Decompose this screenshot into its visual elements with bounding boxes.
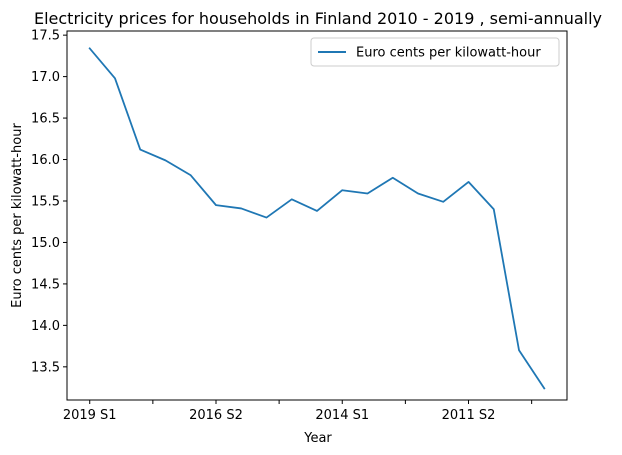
y-tick-label: 14.5 xyxy=(31,277,60,292)
x-axis-label: Year xyxy=(303,431,332,446)
y-axis-ticks: 13.5 14.0 14.5 15.0 15.5 16.0 16.5 17.0 17.5 xyxy=(31,29,67,375)
legend-box xyxy=(310,37,560,67)
x-tick-label: 2016 S2 xyxy=(189,408,243,423)
data-point xyxy=(139,148,141,150)
x-axis-ticks: 2019 S1 2016 S2 2014 S1 2011 S2 xyxy=(63,400,533,423)
data-point xyxy=(392,177,394,179)
data-point xyxy=(164,159,166,161)
y-tick-label: 13.5 xyxy=(31,360,60,375)
data-point xyxy=(215,204,217,206)
y-axis-label: Euro cents per kilowatt-hour xyxy=(10,123,25,308)
y-tick-label: 14.0 xyxy=(31,319,60,334)
y-tick-label: 16.5 xyxy=(31,112,60,127)
data-point xyxy=(190,174,192,176)
series-group xyxy=(88,47,546,390)
data-point xyxy=(265,216,267,218)
data-point xyxy=(291,198,293,200)
y-tick-label: 15.0 xyxy=(31,236,60,251)
x-tick-label: 2011 S2 xyxy=(442,408,496,423)
y-tick-label: 16.0 xyxy=(31,153,60,168)
data-point xyxy=(316,210,318,212)
plot-area xyxy=(66,30,568,401)
x-tick-label: 2014 S1 xyxy=(315,408,369,423)
data-point xyxy=(366,192,368,194)
y-tick-label: 17.0 xyxy=(31,70,60,85)
data-point xyxy=(89,47,91,49)
y-tick-label: 17.5 xyxy=(31,29,60,44)
data-point xyxy=(240,207,242,209)
axes-frame xyxy=(66,30,568,401)
data-point xyxy=(442,201,444,203)
series-line xyxy=(88,47,546,390)
data-point xyxy=(518,349,520,351)
data-point xyxy=(467,181,469,183)
data-point xyxy=(417,192,419,194)
y-tick-label: 15.5 xyxy=(31,194,60,209)
data-point xyxy=(114,77,116,79)
legend: Euro cents per kilowatt-hour xyxy=(310,37,560,67)
chart-title: Electricity prices for households in Fin… xyxy=(34,9,602,28)
x-tick-label: 2019 S1 xyxy=(63,408,117,423)
legend-label: Euro cents per kilowatt-hour xyxy=(356,46,541,61)
data-point xyxy=(493,208,495,210)
data-point xyxy=(543,387,545,389)
data-point xyxy=(341,189,343,191)
